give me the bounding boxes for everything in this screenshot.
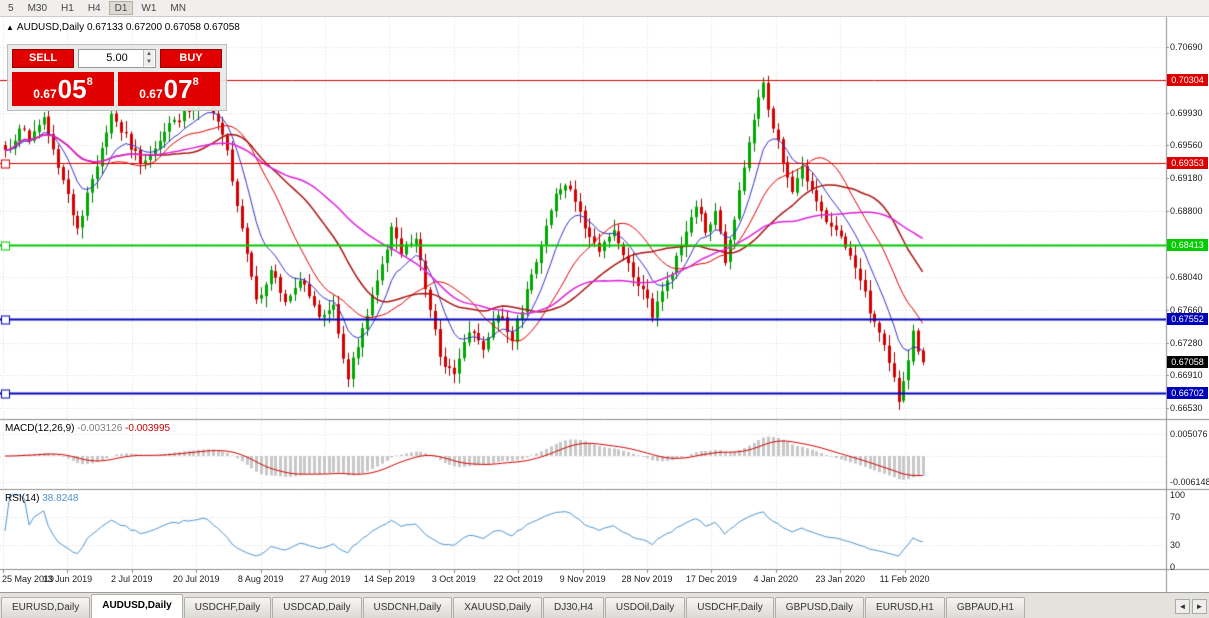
date-label: 23 Jan 2020 — [815, 574, 865, 584]
buy-price-box[interactable]: 0.67 07 8 — [118, 72, 220, 106]
sell-button[interactable]: SELL — [12, 49, 74, 68]
date-label: 28 Nov 2019 — [621, 574, 673, 584]
buy-price-small: 0.67 — [139, 87, 163, 101]
macd-label: MACD(12,26,9) -0.003126 -0.003995 — [5, 423, 170, 434]
chart-tab-usdchf-daily[interactable]: USDCHF,Daily — [183, 597, 272, 618]
sell-price-box[interactable]: 0.67 05 8 — [12, 72, 114, 106]
chart-tab-eurusd-h1[interactable]: EURUSD,H1 — [865, 597, 945, 618]
hline-price-badge: 0.66702 — [1167, 387, 1208, 400]
current-price-badge: 0.67058 — [1167, 356, 1208, 369]
volume-spinner: ▲ ▼ — [143, 50, 154, 67]
date-label: 20 Jul 2019 — [172, 574, 220, 584]
rsi-name: RSI(14) — [5, 493, 40, 504]
price-tick-label: 0.69560 — [1170, 140, 1203, 151]
volume-value: 5.00 — [106, 52, 128, 64]
chart-tab-dj30-h4[interactable]: DJ30,H4 — [542, 597, 604, 618]
chart-region: ▲ AUDUSD,Daily 0.67133 0.67200 0.67058 0.… — [0, 17, 1209, 592]
buy-button[interactable]: BUY — [160, 49, 222, 68]
hline-price-badge: 0.69353 — [1167, 157, 1208, 170]
macd-signal-value: -0.003995 — [125, 423, 171, 434]
sell-price-big: 05 — [57, 73, 87, 104]
collapse-panel-icon[interactable]: ▲ — [6, 23, 14, 32]
chart-tab-gbpaud-h1[interactable]: GBPAUD,H1 — [945, 597, 1025, 618]
date-label: 11 Feb 2020 — [879, 574, 930, 584]
buy-price-big: 07 — [163, 73, 193, 104]
buy-price-sup: 8 — [192, 76, 199, 88]
price-tick-label: 0.70690 — [1170, 42, 1203, 52]
sell-price-small: 0.67 — [33, 87, 57, 101]
price-tick-label: 0.66910 — [1170, 370, 1203, 381]
price-tick-label: 0.66530 — [1170, 403, 1203, 413]
chart-symbol-label: AUDUSD,Daily — [16, 22, 85, 33]
chart-tab-usdcad-daily[interactable]: USDCAD,Daily — [272, 597, 362, 618]
price-tick-label: 0.68800 — [1170, 206, 1203, 216]
date-label: 14 Sep 2019 — [363, 574, 415, 584]
volume-up-button[interactable]: ▲ — [144, 50, 154, 58]
macd-main-value: -0.003126 — [77, 423, 123, 434]
date-label: 8 Aug 2019 — [237, 574, 284, 584]
chart-header: ▲ AUDUSD,Daily 0.67133 0.67200 0.67058 0.… — [6, 22, 240, 33]
hline-price-badge: 0.70304 — [1167, 74, 1208, 87]
price-tick-label: 0.67660 — [1170, 304, 1203, 315]
timeframe-toolbar: 5 M30 H1 H4 D1 W1 MN — [0, 0, 1209, 17]
rsi-axis-label: 70 — [1170, 511, 1181, 522]
timeframe-button-h1[interactable]: H1 — [61, 3, 74, 14]
tab-scroll-left-button[interactable]: ◄ — [1175, 599, 1190, 614]
one-click-trading-panel: SELL 5.00 ▲ ▼ BUY 0.67 05 8 0.67 07 8 — [7, 44, 227, 111]
date-label: 22 Oct 2019 — [493, 574, 543, 584]
date-label: 25 May 2019 — [2, 574, 55, 584]
rsi-axis-label: 0 — [1170, 562, 1176, 572]
rsi-axis-label: 30 — [1170, 540, 1181, 551]
chart-tab-audusd-daily[interactable]: AUDUSD,Daily — [91, 594, 183, 618]
timeframe-button-5[interactable]: 5 — [8, 3, 14, 14]
date-label: 13 Jun 2019 — [42, 574, 93, 584]
rsi-value: 38.8248 — [42, 493, 79, 504]
tab-scroll-buttons: ◄ ► — [1175, 599, 1207, 614]
timeframe-button-w1[interactable]: W1 — [141, 3, 157, 14]
price-tick-label: 0.67280 — [1170, 337, 1203, 348]
chart-tab-usdoil-daily[interactable]: USDOil,Daily — [604, 597, 686, 618]
sell-price-sup: 8 — [86, 76, 93, 88]
price-tick-label: 0.69930 — [1170, 107, 1203, 118]
chart-tab-xauusd-daily[interactable]: XAUUSD,Daily — [453, 597, 542, 618]
date-label: 9 Nov 2019 — [559, 574, 606, 584]
timeframe-button-m30[interactable]: M30 — [27, 3, 48, 14]
chart-tab-gbpusd-daily[interactable]: GBPUSD,Daily — [774, 597, 865, 618]
chart-tab-eurusd-daily[interactable]: EURUSD,Daily — [1, 597, 91, 618]
macd-axis-label: -0.006148 — [1170, 477, 1209, 488]
date-label: 27 Aug 2019 — [299, 574, 351, 584]
date-label: 3 Oct 2019 — [431, 574, 476, 584]
date-label: 4 Jan 2020 — [753, 574, 799, 584]
price-tick-label: 0.69180 — [1170, 173, 1203, 184]
date-label: 2 Jul 2019 — [111, 574, 153, 584]
tab-scroll-right-button[interactable]: ► — [1192, 599, 1207, 614]
chart-tab-usdchf-daily[interactable]: USDCHF,Daily — [686, 597, 774, 618]
chart-tabs-bar: EURUSD,Daily AUDUSD,Daily USDCHF,Daily USDC… — [0, 592, 1209, 618]
timeframe-button-d1[interactable]: D1 — [108, 1, 134, 15]
date-label: 17 Dec 2019 — [685, 574, 737, 584]
hline-price-badge: 0.67552 — [1167, 313, 1208, 326]
rsi-label: RSI(14) 38.8248 — [5, 493, 78, 504]
chart-tab-usdcnh-daily[interactable]: USDCNH,Daily — [362, 597, 453, 618]
timeframe-button-mn[interactable]: MN — [170, 3, 186, 14]
volume-input[interactable]: 5.00 ▲ ▼ — [78, 49, 156, 68]
timeframe-button-h4[interactable]: H4 — [87, 3, 101, 14]
macd-axis-label: 0.005076 — [1170, 429, 1208, 440]
macd-name: MACD(12,26,9) — [5, 423, 75, 434]
hline-price-badge: 0.68413 — [1167, 238, 1208, 251]
price-chart-canvas[interactable] — [0, 17, 1209, 592]
volume-down-button[interactable]: ▼ — [144, 58, 154, 66]
price-tick-label: 0.68040 — [1170, 271, 1203, 282]
rsi-axis-label: 100 — [1170, 490, 1186, 500]
chart-quotes-label: 0.67133 0.67200 0.67058 0.67058 — [86, 22, 240, 33]
